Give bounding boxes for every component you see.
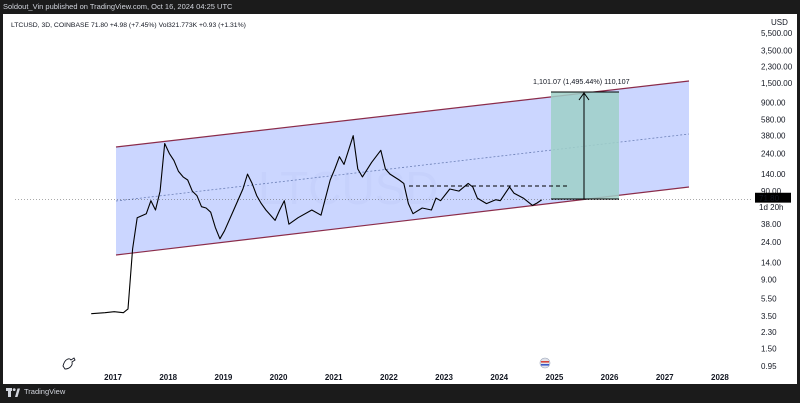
x-tick-label-3: 2020: [270, 373, 288, 382]
axis-currency-label: USD: [771, 18, 788, 27]
earnings-event-icon[interactable]: [539, 357, 551, 369]
y-tick-label-11: 38.00: [761, 220, 782, 229]
text-layer: 1,101.07 (1,495.44%) 110,107 LTCUSD, 3D, …: [11, 22, 630, 86]
y-tick-label-12: 24.00: [761, 238, 782, 247]
event-stripe-1: [541, 361, 549, 363]
x-tick-label-11: 2028: [711, 373, 729, 382]
y-tick-label-3: 1,500.00: [761, 79, 793, 88]
x-tick-label-6: 2023: [435, 373, 453, 382]
y-tick-label-4: 900.00: [761, 99, 786, 108]
price-series-line-0[interactable]: [91, 135, 543, 315]
x-tick-label-0: 2017: [104, 373, 122, 382]
tradingview-brand[interactable]: TradingView: [0, 384, 65, 400]
x-tick-label-2: 2019: [215, 373, 233, 382]
y-tick-label-19: 0.95: [761, 362, 777, 371]
y-tick-label-13: 14.00: [761, 259, 782, 268]
brand-label: TradingView: [24, 387, 66, 396]
price-chart[interactable]: LTCUSDUSD5,500.003,500.002,300.001,500.0…: [3, 14, 797, 384]
price-label-text: 71.80: [759, 194, 780, 203]
symbol-legend: LTCUSD, 3D, COINBASE 71.80 +4.98 (+7.45%…: [11, 22, 246, 29]
chart-frame[interactable]: LTCUSDUSD5,500.003,500.002,300.001,500.0…: [3, 14, 797, 384]
y-tick-label-16: 3.50: [761, 312, 777, 321]
x-tick-label-8: 2025: [546, 373, 564, 382]
channel-fill: [116, 81, 689, 255]
measure-arrow-head: [578, 92, 590, 101]
countdown-text: 1d 20h: [759, 203, 783, 212]
y-tick-label-0: 5,500.00: [761, 29, 793, 38]
x-tick-label-5: 2022: [380, 373, 398, 382]
axis-layer: USD 5,500.00 3,500.00 2,300.00 1,500.00 900.0…: [62, 18, 793, 382]
y-tick-label-8: 140.00: [761, 170, 786, 179]
event-stripe-2: [541, 364, 549, 366]
dino-mascot-icon: [62, 357, 76, 370]
y-tick-label-6: 380.00: [761, 132, 786, 141]
footer-bar: TradingView: [0, 384, 800, 400]
publisher-line: Soldout_Vin published on TradingView.com…: [3, 2, 233, 11]
x-tick-label-4: 2021: [325, 373, 343, 382]
series-layer: [15, 135, 753, 315]
y-tick-label-9: 90.00: [761, 187, 782, 196]
channel-layer: [115, 80, 690, 256]
measure-label: 1,101.07 (1,495.44%) 110,107: [533, 77, 630, 86]
y-tick-label-5: 580.00: [761, 115, 786, 124]
dino-outline: [62, 357, 76, 370]
countdown-box: [755, 202, 791, 212]
y-tick-label-18: 1.50: [761, 344, 777, 353]
y-tick-label-1: 3,500.00: [761, 46, 793, 55]
x-tick-label-10: 2027: [656, 373, 674, 382]
x-tick-label-9: 2026: [601, 373, 619, 382]
y-tick-label-14: 9.00: [761, 276, 777, 285]
y-tick-label-17: 2.30: [761, 328, 777, 337]
event-circle: [539, 357, 551, 369]
tradingview-logo-icon: [6, 387, 20, 397]
measure-box[interactable]: [551, 92, 619, 199]
y-tick-label-2: 2,300.00: [761, 63, 793, 72]
publisher-header: Soldout_Vin published on TradingView.com…: [0, 0, 800, 14]
x-tick-label-7: 2024: [490, 373, 508, 382]
x-tick-label-1: 2018: [159, 373, 177, 382]
y-tick-label-15: 5.50: [761, 295, 777, 304]
y-tick-label-7: 240.00: [761, 149, 786, 158]
price-label-box: [755, 192, 791, 203]
